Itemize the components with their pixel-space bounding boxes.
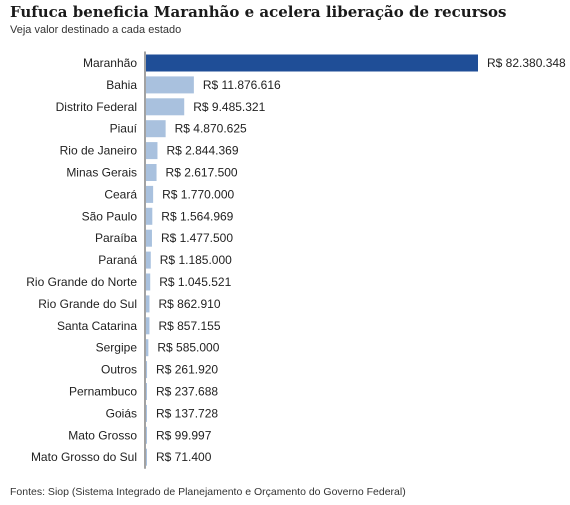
- data-label: R$ 9.485.321: [193, 100, 265, 114]
- data-label: R$ 261.920: [156, 363, 218, 377]
- data-label: R$ 862.910: [158, 297, 220, 311]
- data-label: R$ 857.155: [158, 319, 220, 333]
- source-note: Fontes: Siop (Sistema Integrado de Plane…: [10, 486, 406, 498]
- category-label: Bahia: [106, 78, 137, 92]
- category-label: Maranhão: [83, 56, 137, 70]
- data-label: R$ 82.380.348: [487, 56, 566, 70]
- bar: [146, 120, 166, 138]
- category-label: Paraná: [98, 253, 137, 267]
- chart-subtitle: Veja valor destinado a cada estado: [10, 24, 182, 36]
- data-label: R$ 4.870.625: [175, 122, 247, 136]
- category-label: Sergipe: [96, 341, 138, 355]
- category-label: Mato Grosso do Sul: [31, 450, 137, 464]
- category-label: Ceará: [104, 187, 137, 201]
- chart-title: Fufuca beneficia Maranhão e acelera libe…: [10, 3, 507, 21]
- bar: [146, 426, 147, 444]
- bar: [146, 76, 194, 94]
- category-label: Rio Grande do Norte: [26, 275, 137, 289]
- bar: [146, 383, 147, 400]
- category-label: Santa Catarina: [57, 319, 137, 333]
- category-label: São Paulo: [82, 209, 138, 223]
- bar: [146, 251, 151, 269]
- bar: [146, 229, 152, 247]
- category-label: Minas Gerais: [66, 166, 137, 180]
- category-label: Outros: [101, 363, 137, 377]
- bar: [146, 448, 147, 466]
- category-label: Rio de Janeiro: [60, 144, 138, 158]
- data-label: R$ 99.997: [156, 428, 212, 442]
- data-label: R$ 2.617.500: [166, 166, 238, 180]
- data-label: R$ 11.876.616: [203, 78, 281, 92]
- bar: [146, 361, 148, 379]
- data-label: R$ 2.844.369: [166, 144, 238, 158]
- category-label: Rio Grande do Sul: [38, 297, 137, 311]
- bar: [146, 207, 153, 225]
- data-label: R$ 1.045.521: [159, 275, 231, 289]
- bar: [146, 339, 149, 357]
- bar: [146, 54, 478, 72]
- bar: [146, 164, 157, 181]
- data-label: R$ 585.000: [157, 341, 219, 355]
- data-label: R$ 71.400: [156, 450, 212, 464]
- bar: [146, 142, 158, 160]
- data-label: R$ 1.564.969: [161, 209, 233, 223]
- bar: [146, 98, 185, 116]
- bar: [146, 295, 150, 313]
- bar: [146, 185, 154, 203]
- category-label: Paraíba: [95, 231, 137, 245]
- data-label: R$ 1.770.000: [162, 187, 234, 201]
- category-label: Goiás: [106, 406, 137, 420]
- category-label: Piauí: [110, 122, 138, 136]
- category-label: Pernambuco: [69, 385, 137, 399]
- bar: [146, 404, 147, 422]
- category-label: Distrito Federal: [56, 100, 137, 114]
- data-label: R$ 1.477.500: [161, 231, 233, 245]
- bar: [146, 317, 150, 335]
- data-label: R$ 137.728: [156, 406, 218, 420]
- category-label: Mato Grosso: [68, 428, 137, 442]
- bar: [146, 273, 151, 291]
- data-label: R$ 237.688: [156, 385, 218, 399]
- data-label: R$ 1.185.000: [160, 253, 232, 267]
